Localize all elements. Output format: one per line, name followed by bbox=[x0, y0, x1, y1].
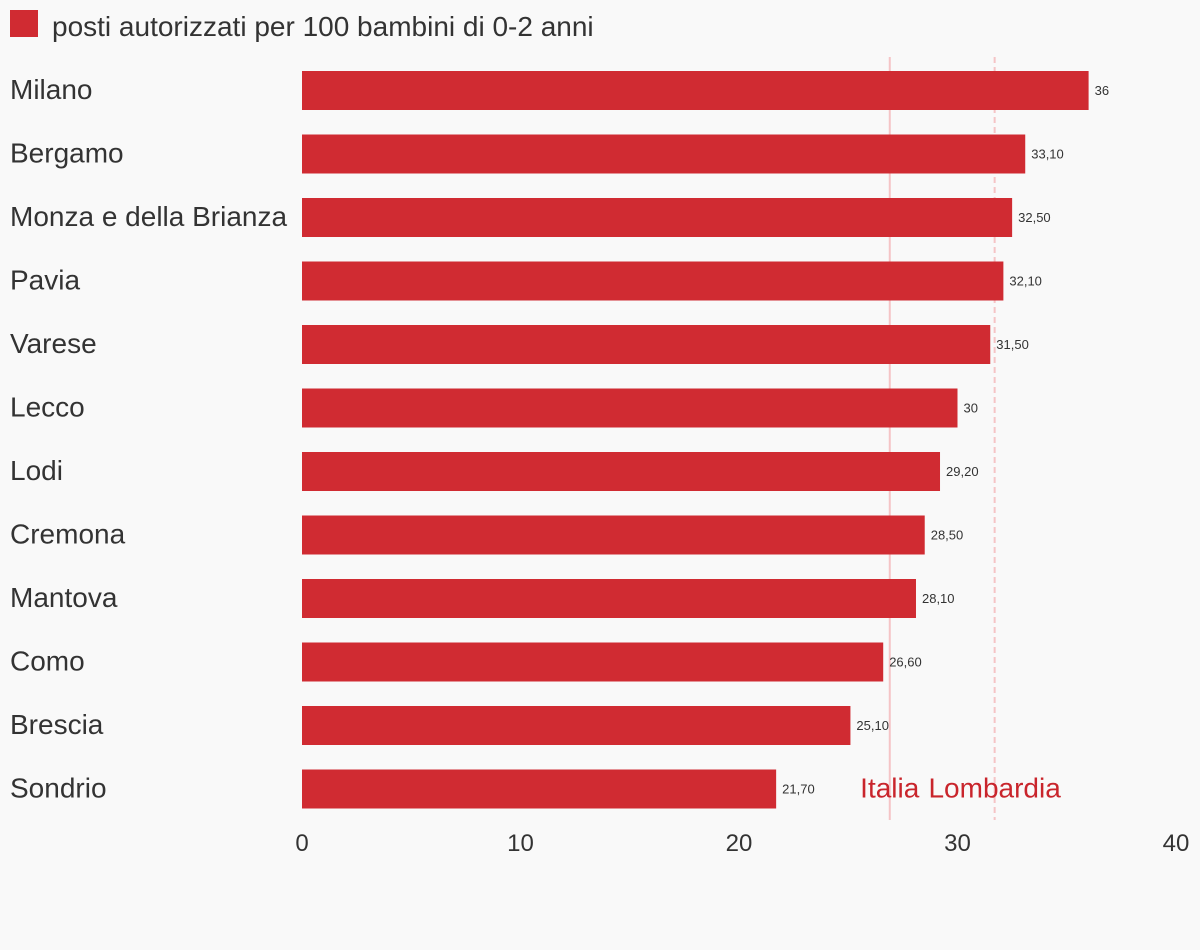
category-label: Milano bbox=[10, 74, 92, 105]
value-label: 30 bbox=[964, 400, 978, 415]
category-label: Varese bbox=[10, 328, 97, 359]
bar-mantova bbox=[302, 579, 916, 618]
category-label: Como bbox=[10, 645, 85, 676]
x-axis-ticks: 0 10 20 30 40 bbox=[295, 830, 1189, 857]
bar-lodi bbox=[302, 452, 941, 491]
bar-bergamo bbox=[302, 134, 1026, 174]
value-label: 32,10 bbox=[1009, 273, 1042, 288]
reference-lines bbox=[888, 57, 996, 820]
value-label: 28,50 bbox=[931, 527, 964, 542]
category-label: Bergamo bbox=[10, 137, 124, 168]
x-tick-label: 30 bbox=[944, 830, 971, 857]
value-label: 26,60 bbox=[889, 654, 922, 669]
value-label: 33,10 bbox=[1031, 146, 1064, 161]
value-label: 31,50 bbox=[996, 337, 1029, 352]
category-label: Cremona bbox=[10, 518, 126, 549]
bar-varese bbox=[302, 325, 991, 364]
bar-cremona bbox=[302, 515, 925, 555]
bar-monza-e-della-brianza bbox=[302, 198, 1013, 237]
x-tick-label: 10 bbox=[507, 830, 534, 857]
bar-como bbox=[302, 642, 884, 682]
category-label: Sondrio bbox=[10, 772, 107, 803]
legend: posti autorizzati per 100 bambini di 0-2… bbox=[10, 10, 594, 44]
legend-swatch bbox=[10, 10, 38, 37]
value-labels: 36 33,10 32,50 32,10 31,50 30 29,20 28,50 28,10 2… bbox=[782, 83, 1109, 797]
value-label: 25,10 bbox=[856, 718, 889, 733]
reference-labels: Italia Lombardia bbox=[860, 772, 1061, 803]
value-label: 21,70 bbox=[782, 781, 815, 796]
x-tick-label: 40 bbox=[1163, 830, 1190, 857]
value-label: 32,50 bbox=[1018, 210, 1051, 225]
bar-lecco bbox=[302, 388, 958, 428]
value-label: 36 bbox=[1095, 83, 1109, 98]
category-labels: Milano Bergamo Monza e della Brianza Pavia V… bbox=[10, 74, 287, 804]
category-label: Lodi bbox=[10, 455, 63, 486]
bar-sondrio bbox=[302, 769, 777, 809]
bars bbox=[302, 71, 1089, 809]
x-tick-label: 0 bbox=[295, 830, 308, 857]
category-label: Pavia bbox=[10, 264, 80, 295]
reference-label-italia: Italia bbox=[860, 772, 920, 803]
category-label: Lecco bbox=[10, 391, 85, 422]
bar-brescia bbox=[302, 706, 851, 745]
category-label: Monza e della Brianza bbox=[10, 201, 287, 232]
bar-pavia bbox=[302, 261, 1004, 301]
category-label: Mantova bbox=[10, 582, 118, 613]
reference-label-lombardia: Lombardia bbox=[928, 772, 1061, 803]
x-tick-label: 20 bbox=[726, 830, 753, 857]
value-label: 29,20 bbox=[946, 464, 979, 479]
value-label: 28,10 bbox=[922, 591, 955, 606]
category-label: Brescia bbox=[10, 709, 104, 740]
legend-label: posti autorizzati per 100 bambini di 0-2… bbox=[52, 11, 594, 42]
bar-milano bbox=[302, 71, 1089, 110]
